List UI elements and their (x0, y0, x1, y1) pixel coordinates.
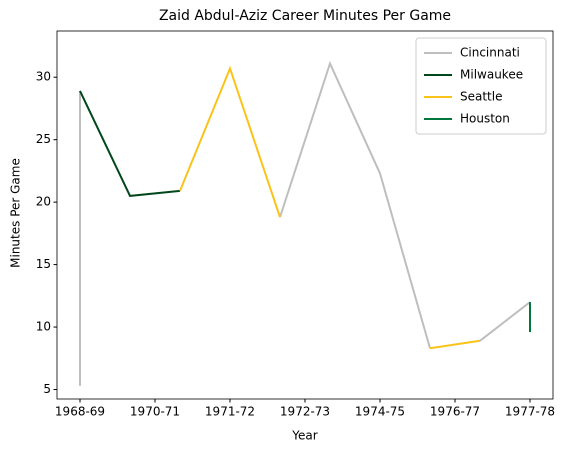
line-series (179, 65, 481, 350)
line-series (79, 90, 181, 197)
line-series (79, 60, 531, 386)
y-tick-label: 10 (36, 320, 51, 334)
legend-label: Seattle (460, 90, 502, 104)
y-tick-label: 25 (36, 132, 51, 146)
legend-label: Milwaukee (460, 68, 523, 82)
y-tick-label: 30 (36, 70, 51, 84)
legend-label: Houston (460, 112, 510, 126)
x-tick-label: 1968-69 (55, 405, 105, 419)
plot-frame (56, 30, 554, 400)
x-tick-label: 1971-72 (205, 405, 255, 419)
y-tick-label: 20 (36, 195, 51, 209)
legend-box (415, 37, 547, 135)
legend: Cincinnati Milwaukee Seattle Houston (415, 37, 547, 135)
x-tick-label: 1976-77 (430, 405, 480, 419)
y-tick-label: 15 (36, 257, 51, 271)
y-tick-label: 5 (43, 382, 51, 396)
x-axis-label: Year (291, 429, 317, 443)
x-tick-label: 1972-73 (280, 405, 330, 419)
x-tick-label: 1970-71 (130, 405, 180, 419)
chart-title: Zaid Abdul-Aziz Career Minutes Per Game (159, 8, 451, 24)
y-axis-label: Minutes Per Game (9, 158, 23, 268)
x-tick-label: 1974-75 (355, 405, 405, 419)
legend-label: Cincinnati (460, 46, 520, 60)
x-tick-label: 1977-78 (505, 405, 555, 419)
